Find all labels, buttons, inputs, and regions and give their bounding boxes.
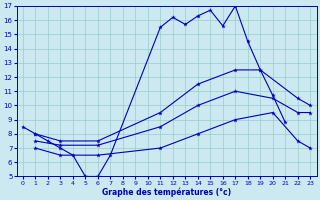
X-axis label: Graphe des températures (°c): Graphe des températures (°c) xyxy=(102,187,231,197)
